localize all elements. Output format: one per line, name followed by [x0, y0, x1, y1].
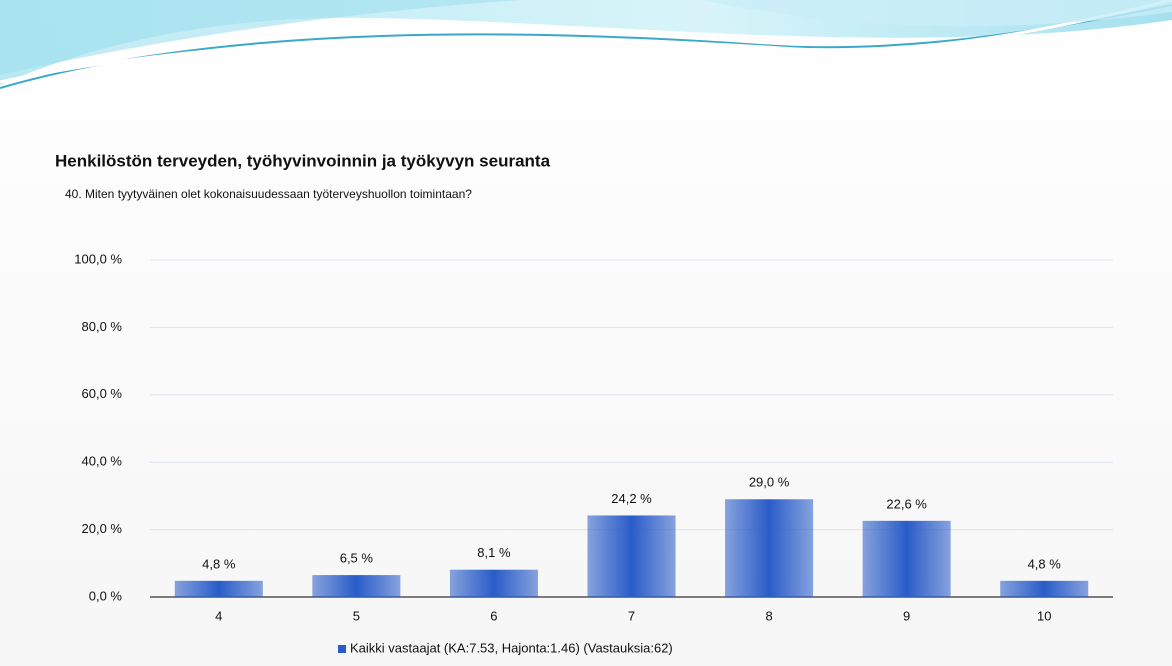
background [0, 0, 1172, 666]
value-label: 22,6 % [886, 496, 927, 511]
bar [450, 570, 538, 597]
value-label: 29,0 % [749, 475, 790, 490]
bar [1000, 581, 1088, 597]
value-label: 4,8 % [1028, 556, 1062, 571]
bar [175, 581, 263, 597]
y-tick-label: 40,0 % [82, 454, 123, 469]
y-tick-label: 80,0 % [82, 319, 123, 334]
y-tick-label: 0,0 % [89, 588, 123, 603]
y-tick-label: 60,0 % [82, 386, 123, 401]
bar [587, 515, 675, 597]
x-tick-label: 4 [215, 608, 222, 623]
value-label: 6,5 % [340, 551, 374, 566]
y-tick-label: 100,0 % [74, 251, 122, 266]
chart-title: Henkilöstön terveyden, työhyvinvoinnin j… [55, 151, 551, 170]
value-label: 24,2 % [611, 491, 652, 506]
chart-subtitle: 40. Miten tyytyväinen olet kokonaisuudes… [65, 187, 472, 201]
value-label: 8,1 % [477, 545, 511, 560]
bar [863, 521, 951, 597]
bar [312, 575, 400, 597]
x-tick-label: 10 [1037, 608, 1051, 623]
legend-label: Kaikki vastaajat (KA:7.53, Hajonta:1.46)… [350, 640, 673, 655]
chart: Henkilöstön terveyden, työhyvinvoinnin j… [0, 0, 1172, 666]
legend-marker [338, 645, 346, 653]
bar [725, 499, 813, 597]
y-tick-label: 20,0 % [82, 521, 123, 536]
x-tick-label: 8 [765, 608, 772, 623]
x-tick-label: 5 [353, 608, 360, 623]
x-tick-label: 7 [628, 608, 635, 623]
x-tick-label: 9 [903, 608, 910, 623]
value-label: 4,8 % [202, 556, 236, 571]
x-tick-label: 6 [490, 608, 497, 623]
